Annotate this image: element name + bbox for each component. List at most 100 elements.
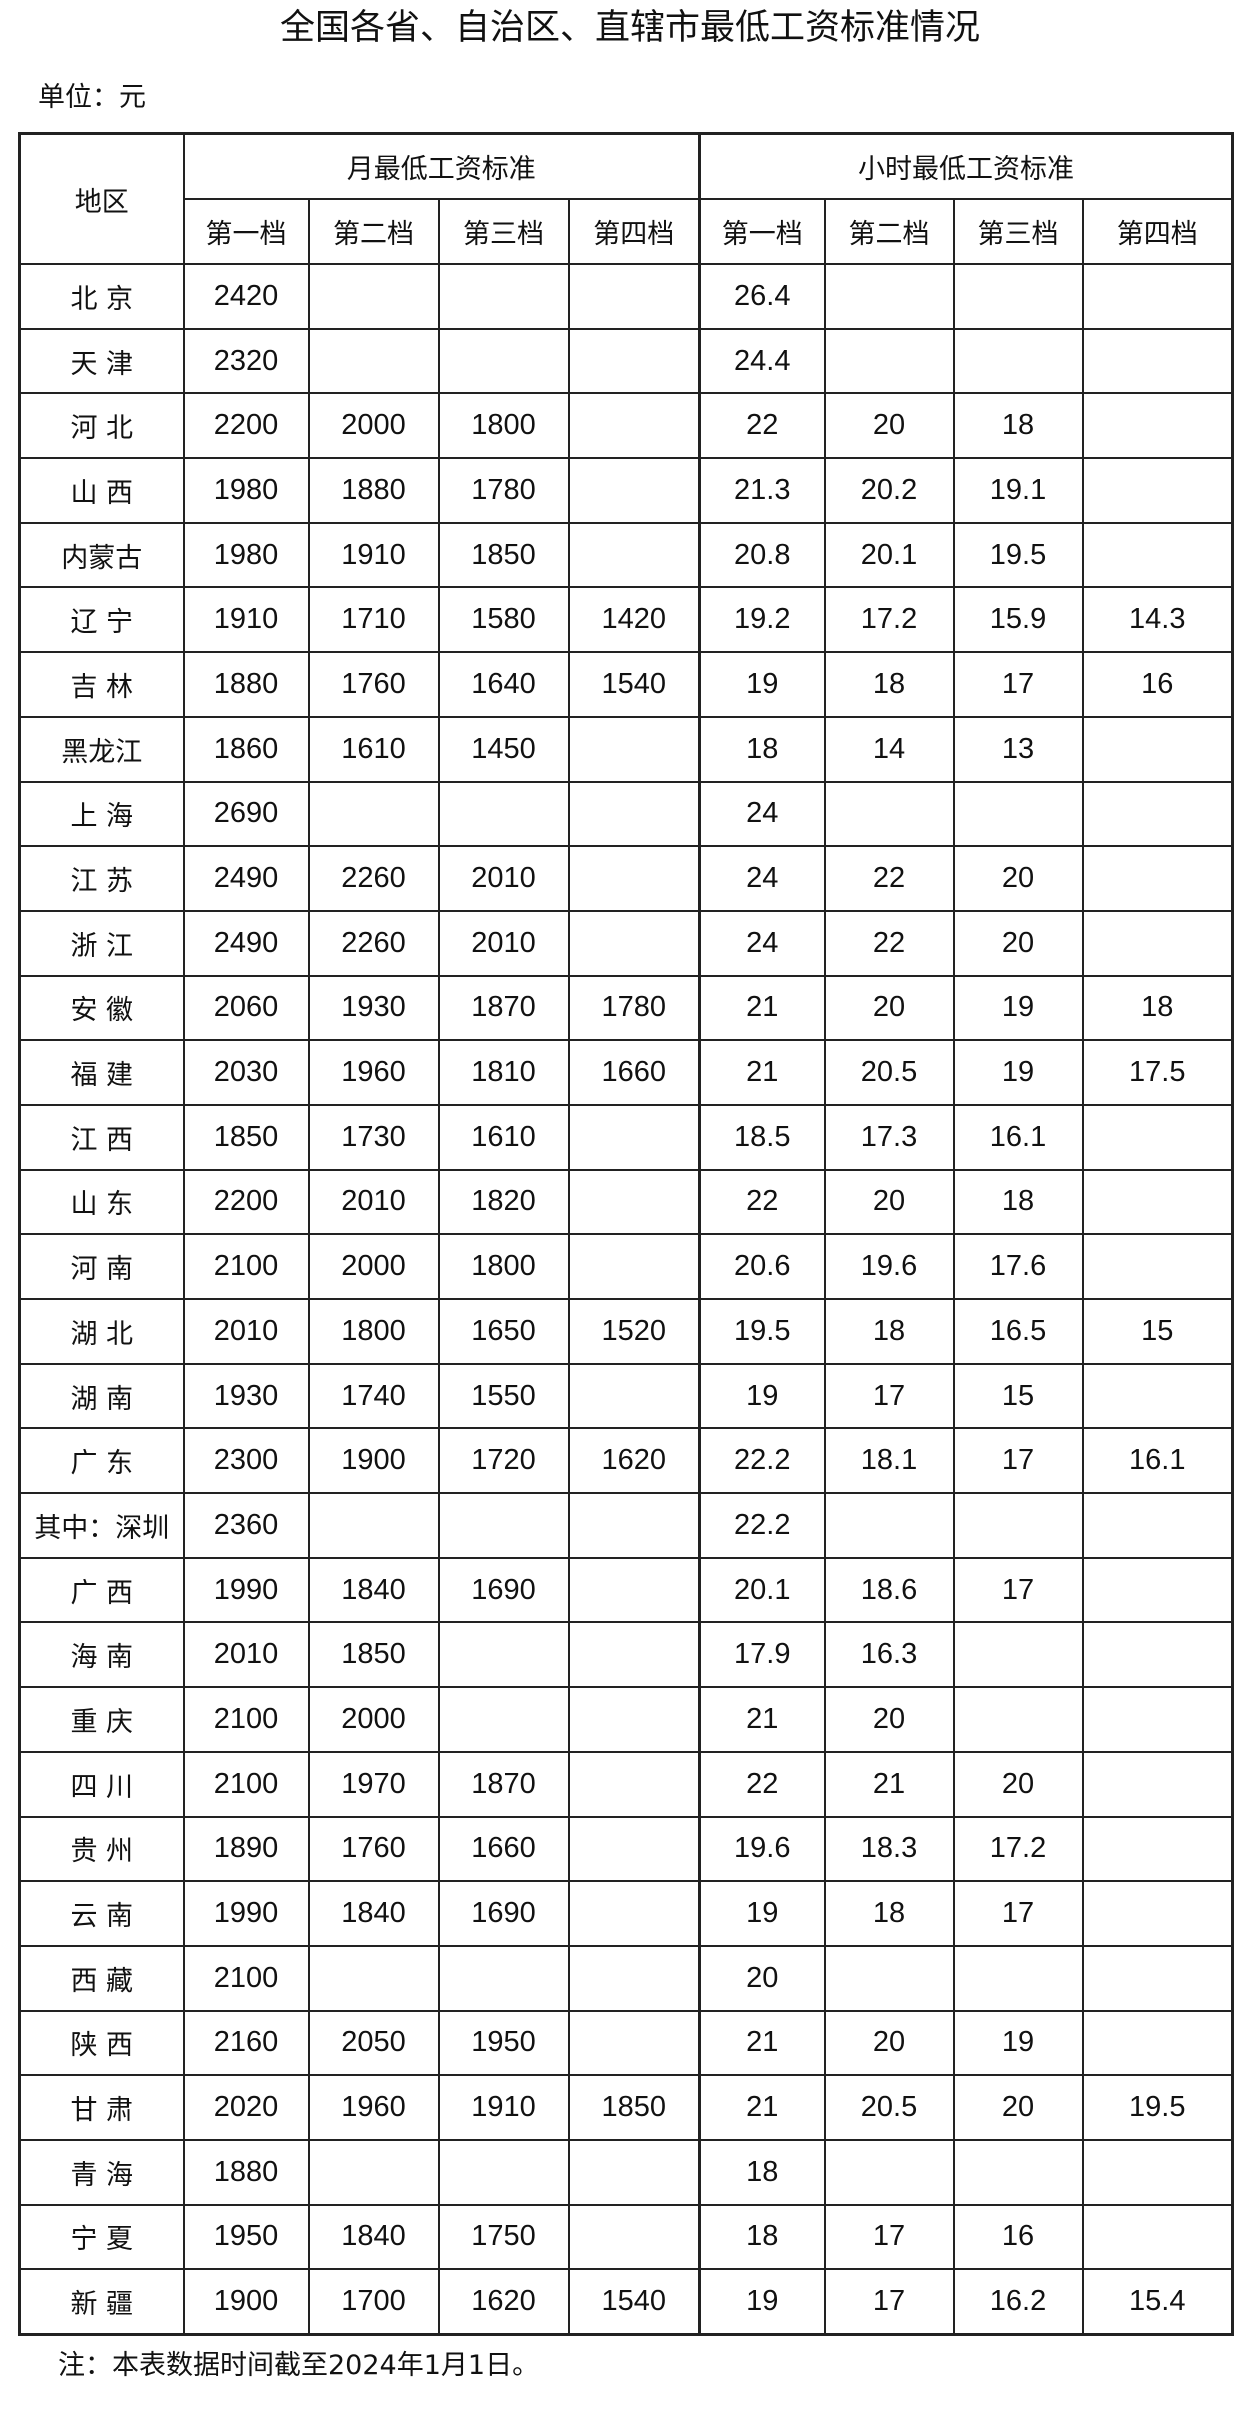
monthly-wage-cell: 1890	[182, 1815, 310, 1883]
region-cell: 江 西	[18, 1103, 185, 1171]
hourly-wage-cell: 20	[952, 2074, 1084, 2141]
monthly-wage-cell: 1850	[307, 1621, 440, 1689]
monthly-wage-cell	[567, 1556, 701, 1624]
hourly-wage-cell	[1081, 521, 1234, 589]
hourly-wage-cell: 17	[823, 2203, 955, 2271]
hourly-wage-cell: 20.1	[823, 521, 955, 589]
hourly-wage-cell	[952, 1621, 1084, 1689]
hourly-wage-cell: 22	[698, 1750, 826, 1818]
monthly-wage-cell	[307, 327, 440, 395]
monthly-wage-cell	[567, 715, 701, 783]
region-cell: 山 西	[18, 457, 185, 524]
hourly-wage-cell: 18.1	[823, 1427, 955, 1495]
monthly-wage-cell: 1850	[182, 1103, 310, 1171]
hourly-wage-cell	[952, 263, 1084, 330]
monthly-wage-cell: 1840	[307, 2203, 440, 2271]
hourly-wage-cell	[952, 1944, 1084, 2012]
hourly-wage-cell: 17.3	[823, 1103, 955, 1171]
monthly-wage-cell: 1550	[437, 1362, 570, 1430]
monthly-wage-cell: 1710	[307, 586, 440, 654]
region-cell: 山 东	[18, 1168, 185, 1236]
monthly-wage-cell: 1760	[307, 1815, 440, 1883]
hourly-wage-cell: 24	[698, 845, 826, 912]
hourly-wage-cell: 24	[698, 909, 826, 977]
monthly-wage-cell: 1690	[437, 1880, 570, 1947]
table-row: 重 庆 2100 2000 21 20	[18, 1686, 1234, 1753]
header-monthly: 月最低工资标准	[182, 132, 701, 200]
monthly-wage-cell	[567, 2009, 701, 2077]
monthly-wage-cell	[567, 909, 701, 977]
hourly-wage-cell	[952, 1492, 1084, 1559]
hourly-wage-cell	[1081, 2138, 1234, 2206]
monthly-wage-cell: 1540	[567, 651, 701, 718]
region-cell: 青 海	[18, 2138, 185, 2206]
region-cell: 陕 西	[18, 2009, 185, 2077]
hourly-wage-cell: 24	[698, 780, 826, 848]
hourly-wage-cell: 22.2	[698, 1427, 826, 1495]
region-cell: 内蒙古	[18, 521, 185, 589]
monthly-wage-cell	[567, 263, 701, 330]
hourly-wage-cell	[1081, 1492, 1234, 1559]
hourly-wage-cell: 16.1	[1081, 1427, 1234, 1495]
hourly-wage-cell: 17.2	[952, 1815, 1084, 1883]
hourly-wage-cell	[952, 327, 1084, 395]
hourly-wage-cell	[1081, 1621, 1234, 1689]
table-row: 上 海 2690 24	[18, 780, 1234, 848]
monthly-wage-cell: 1970	[307, 1750, 440, 1818]
monthly-wage-cell: 2300	[182, 1427, 310, 1495]
hourly-wage-cell	[952, 780, 1084, 848]
table-row: 山 西 1980 1880 1780 21.3 20.2 19.1	[18, 457, 1234, 524]
hourly-wage-cell	[1081, 1944, 1234, 2012]
monthly-wage-cell	[567, 780, 701, 848]
hourly-wage-cell	[1081, 457, 1234, 524]
monthly-wage-cell: 1880	[182, 651, 310, 718]
header-monthly-tier: 第三档	[437, 198, 570, 265]
monthly-wage-cell: 1810	[437, 1039, 570, 1106]
table-row: 黑龙江 1860 1610 1450 18 14 13	[18, 715, 1234, 783]
hourly-wage-cell: 17.5	[1081, 1039, 1234, 1106]
hourly-wage-cell: 17	[952, 1427, 1084, 1495]
monthly-wage-cell: 1730	[307, 1103, 440, 1171]
hourly-wage-cell: 20.5	[823, 2074, 955, 2141]
table-row: 宁 夏 1950 1840 1750 18 17 16	[18, 2203, 1234, 2271]
monthly-wage-cell: 1780	[567, 974, 701, 1042]
monthly-wage-cell	[567, 1750, 701, 1818]
table-row: 广 东 2300 1900 1720 1620 22.2 18.1 17 16.1	[18, 1427, 1234, 1495]
table-row: 湖 南 1930 1740 1550 19 17 15	[18, 1362, 1234, 1430]
monthly-wage-cell: 1950	[182, 2203, 310, 2271]
hourly-wage-cell: 22	[823, 845, 955, 912]
region-cell: 云 南	[18, 1880, 185, 1947]
monthly-wage-cell: 1990	[182, 1556, 310, 1624]
hourly-wage-cell	[1081, 845, 1234, 912]
table-row: 青 海 1880 18	[18, 2138, 1234, 2206]
hourly-wage-cell	[1081, 263, 1234, 330]
monthly-wage-cell: 2000	[307, 1686, 440, 1753]
hourly-wage-cell	[1081, 2009, 1234, 2077]
hourly-wage-cell: 15.4	[1081, 2268, 1234, 2336]
monthly-wage-cell: 1840	[307, 1880, 440, 1947]
hourly-wage-cell: 16.5	[952, 1298, 1084, 1365]
monthly-wage-cell: 2360	[182, 1492, 310, 1559]
monthly-wage-cell	[437, 1621, 570, 1689]
hourly-wage-cell	[1081, 1233, 1234, 1300]
table-row: 贵 州 1890 1760 1660 19.6 18.3 17.2	[18, 1815, 1234, 1883]
hourly-wage-cell: 21	[823, 1750, 955, 1818]
hourly-wage-cell: 20.8	[698, 521, 826, 589]
hourly-wage-cell	[1081, 1362, 1234, 1430]
monthly-wage-cell	[567, 2203, 701, 2271]
monthly-wage-cell: 1850	[437, 521, 570, 589]
hourly-wage-cell: 19.2	[698, 586, 826, 654]
table-row: 四 川 2100 1970 1870 22 21 20	[18, 1750, 1234, 1818]
monthly-wage-cell: 1450	[437, 715, 570, 783]
table-row: 江 西 1850 1730 1610 18.5 17.3 16.1	[18, 1103, 1234, 1171]
hourly-wage-cell: 22	[823, 909, 955, 977]
monthly-wage-cell: 2010	[437, 909, 570, 977]
hourly-wage-cell: 20.6	[698, 1233, 826, 1300]
hourly-wage-cell: 19.1	[952, 457, 1084, 524]
hourly-wage-cell: 19	[698, 651, 826, 718]
monthly-wage-cell	[567, 2138, 701, 2206]
hourly-wage-cell: 19.5	[952, 521, 1084, 589]
hourly-wage-cell: 18	[823, 1880, 955, 1947]
monthly-wage-cell: 1580	[437, 586, 570, 654]
hourly-wage-cell: 20	[823, 2009, 955, 2077]
